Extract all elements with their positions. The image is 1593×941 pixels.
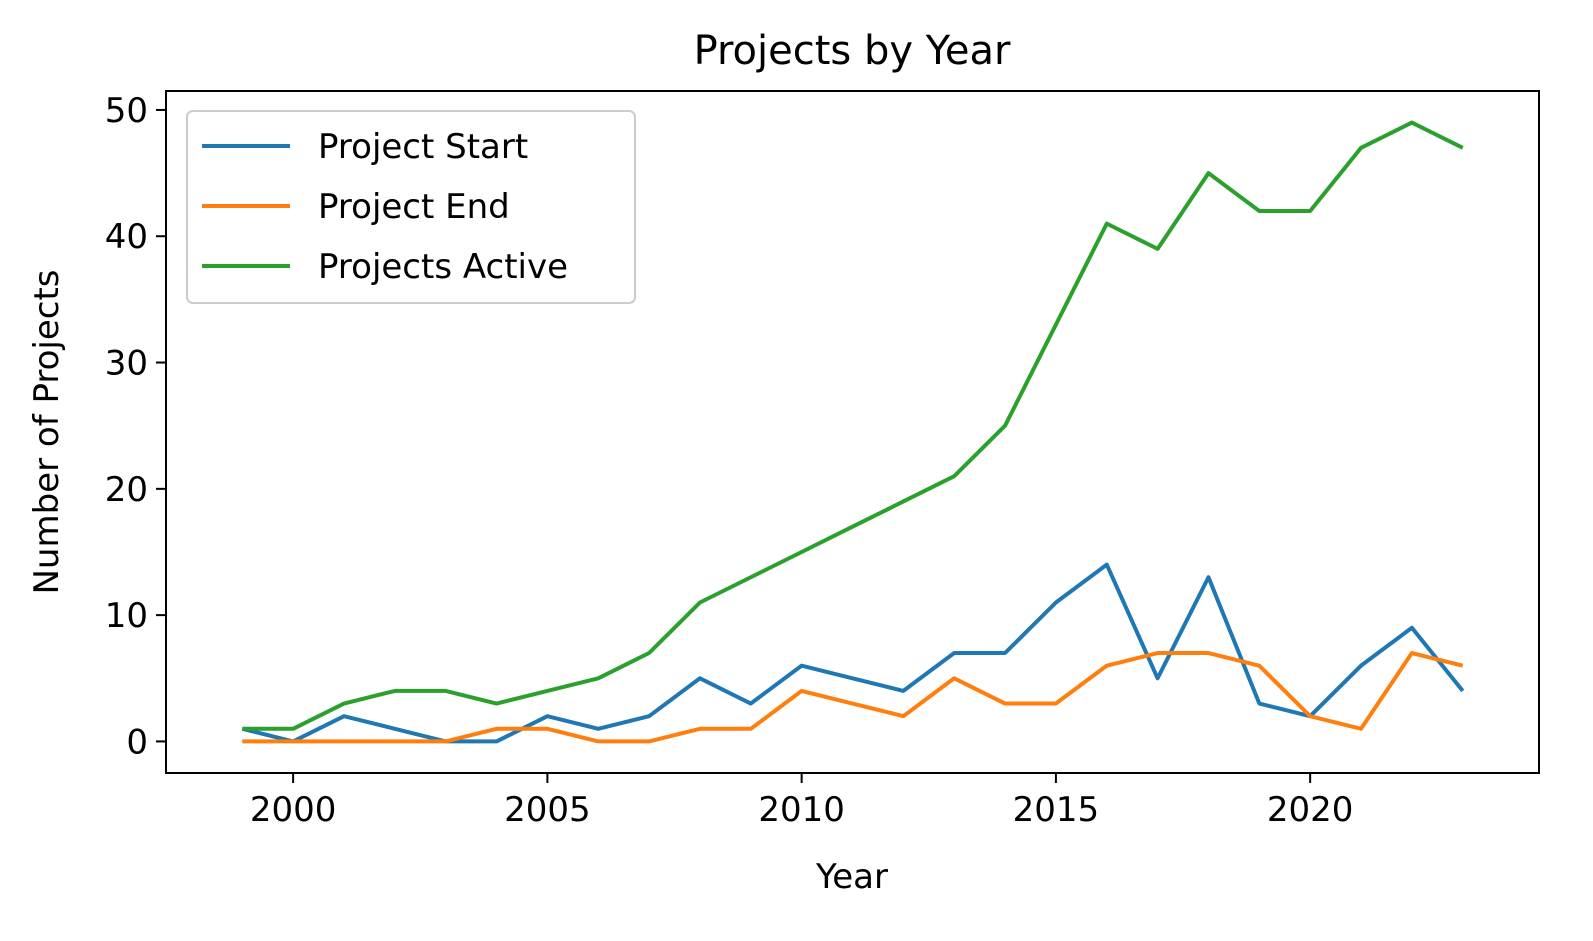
x-tick-label: 2020 [1267, 790, 1354, 830]
x-axis-label: Year [815, 857, 888, 897]
y-tick-label: 50 [105, 91, 148, 131]
legend-label-project-start: Project Start [318, 127, 528, 167]
series-line-project-start [241, 562, 1465, 744]
y-tick-label: 0 [126, 722, 148, 762]
plot-area-frame [165, 90, 1540, 774]
x-tick-label: 2005 [504, 790, 591, 830]
x-tick-label: 2000 [250, 790, 337, 830]
legend-label-project-end: Project End [318, 187, 510, 227]
series-line-projects-active [242, 120, 1464, 731]
y-tick-label: 10 [105, 596, 148, 636]
legend: Project Start Project End Projects Active [186, 110, 636, 304]
x-tick-label: 2010 [758, 790, 845, 830]
legend-box [186, 110, 636, 304]
x-tick-label: 2015 [1013, 790, 1100, 830]
legend-label-projects-active: Projects Active [318, 247, 568, 287]
y-tick-label: 20 [105, 470, 148, 510]
chart-title: Projects by Year [694, 28, 1011, 74]
y-tick-label: 30 [105, 344, 148, 384]
y-tick-label: 40 [105, 217, 148, 257]
y-axis-label: Number of Projects [27, 269, 67, 594]
series-line-project-end [242, 651, 1464, 744]
